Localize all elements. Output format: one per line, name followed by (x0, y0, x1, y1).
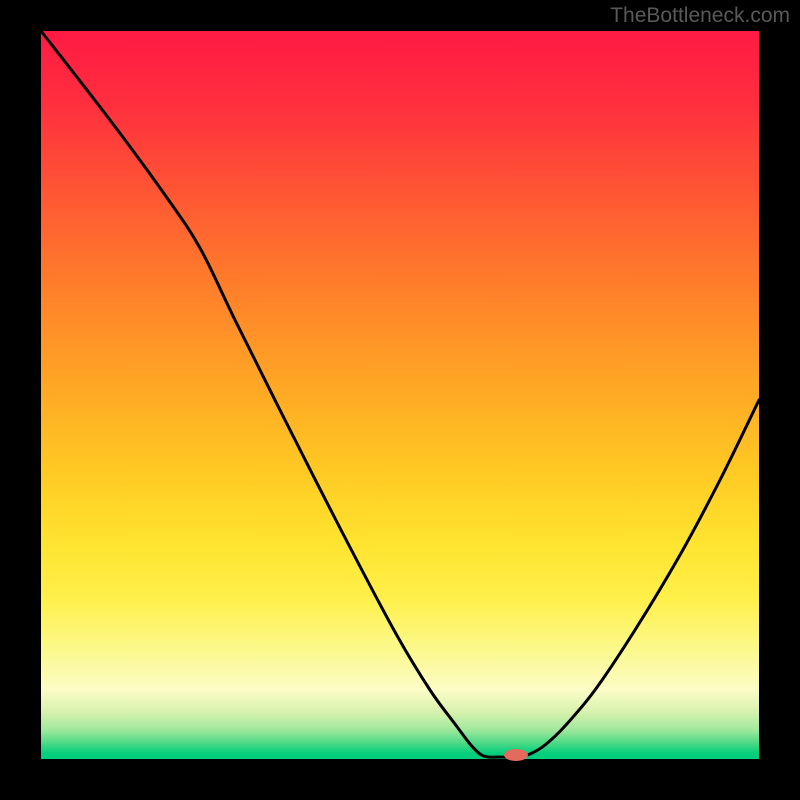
minimum-marker (504, 749, 528, 761)
chart-container: { "watermark": "TheBottleneck.com", "cha… (0, 0, 800, 800)
chart-background (41, 31, 759, 759)
bottleneck-chart (0, 0, 800, 800)
